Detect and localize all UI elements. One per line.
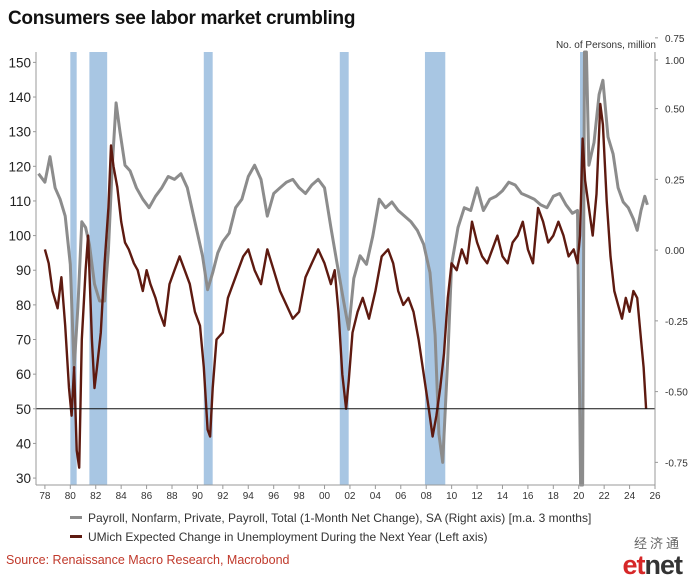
x-tick-label: 94 <box>243 491 255 502</box>
recession-band-3 <box>339 52 349 485</box>
legend-swatch-payroll <box>70 516 82 519</box>
logo-net: net <box>644 550 683 580</box>
x-tick-label: 26 <box>649 491 661 502</box>
left-tick-label: 110 <box>9 194 31 209</box>
left-tick-label: 120 <box>8 159 31 174</box>
legend-swatch-umich <box>70 535 82 538</box>
recession-band-4 <box>424 52 446 485</box>
left-tick-label: 90 <box>16 263 31 278</box>
x-tick-label: 90 <box>192 491 204 502</box>
x-tick-label: 78 <box>39 491 51 502</box>
recession-band-0 <box>70 52 77 485</box>
logo-wordmark: etnet <box>622 550 683 580</box>
x-tick-label: 16 <box>522 491 534 502</box>
right-tick-label: 0.75 <box>665 34 685 45</box>
x-tick-label: 02 <box>344 491 356 502</box>
x-tick-label: 96 <box>268 491 280 502</box>
x-tick-label: 84 <box>116 491 128 502</box>
x-tick-label: 10 <box>446 491 458 502</box>
left-tick-label: 30 <box>16 471 31 486</box>
right-tick-label: 0.00 <box>665 246 685 257</box>
x-tick-label: 92 <box>217 491 229 502</box>
left-tick-label: 60 <box>16 367 31 382</box>
source-note: Source: Renaissance Macro Research, Macr… <box>6 553 290 567</box>
axes: 30 40 50 60 70 80 90 100 110 120 130 140 150 1.00 0.75… <box>8 34 688 502</box>
left-tick-label: 130 <box>8 125 31 140</box>
right-tick-label: -0.25 <box>665 317 688 328</box>
payroll-line <box>37 50 649 487</box>
x-tick-label: 12 <box>471 491 483 502</box>
left-tick-label: 100 <box>8 229 31 244</box>
right-tick-label: -0.50 <box>665 388 688 399</box>
etnet-logo: 经济通 etnet <box>622 533 683 580</box>
legend-label-payroll: Payroll, Nonfarm, Private, Payroll, Tota… <box>88 510 592 525</box>
left-tick-label: 70 <box>16 333 31 348</box>
recession-band-5 <box>580 52 584 485</box>
x-tick-label: 04 <box>370 491 382 502</box>
legend-label-umich: UMich Expected Change in Unemployment Du… <box>88 529 488 544</box>
legend: Payroll, Nonfarm, Private, Payroll, Tota… <box>70 508 591 546</box>
umich-series <box>43 102 648 469</box>
x-tick-label: 24 <box>624 491 636 502</box>
x-tick-label: 14 <box>497 491 509 502</box>
right-tick-label: 1.00 <box>665 56 685 67</box>
x-tick-label: 00 <box>319 491 331 502</box>
x-tick-label: 06 <box>395 491 407 502</box>
x-tick-label: 88 <box>166 491 178 502</box>
logo-et: et <box>622 550 645 580</box>
legend-item-umich: UMich Expected Change in Unemployment Du… <box>70 527 591 546</box>
x-tick-label: 98 <box>294 491 306 502</box>
chart-title: Consumers see labor market crumbling <box>8 8 356 29</box>
x-tick-label: 82 <box>90 491 102 502</box>
legend-item-payroll: Payroll, Nonfarm, Private, Payroll, Tota… <box>70 508 591 527</box>
x-tick-label: 86 <box>141 491 153 502</box>
x-tick-label: 18 <box>548 491 560 502</box>
left-tick-label: 150 <box>8 55 31 70</box>
left-tick-label: 80 <box>16 298 31 313</box>
left-tick-label: 50 <box>16 402 31 417</box>
x-tick-label: 80 <box>65 491 77 502</box>
umich-line <box>43 102 648 469</box>
right-axis-unit-label: No. of Persons, million <box>556 40 656 51</box>
logo-chinese-text: 经济通 <box>633 536 682 551</box>
x-tick-label: 22 <box>599 491 611 502</box>
x-tick-label: 08 <box>421 491 433 502</box>
recession-band-2 <box>203 52 213 485</box>
right-tick-label: 0.50 <box>665 105 685 116</box>
left-tick-label: 40 <box>16 436 31 451</box>
x-tick-label: 20 <box>573 491 585 502</box>
right-tick-label: -0.75 <box>665 458 688 469</box>
payroll-series <box>37 50 649 487</box>
right-tick-label: 0.25 <box>665 175 685 186</box>
left-tick-label: 140 <box>8 90 31 105</box>
